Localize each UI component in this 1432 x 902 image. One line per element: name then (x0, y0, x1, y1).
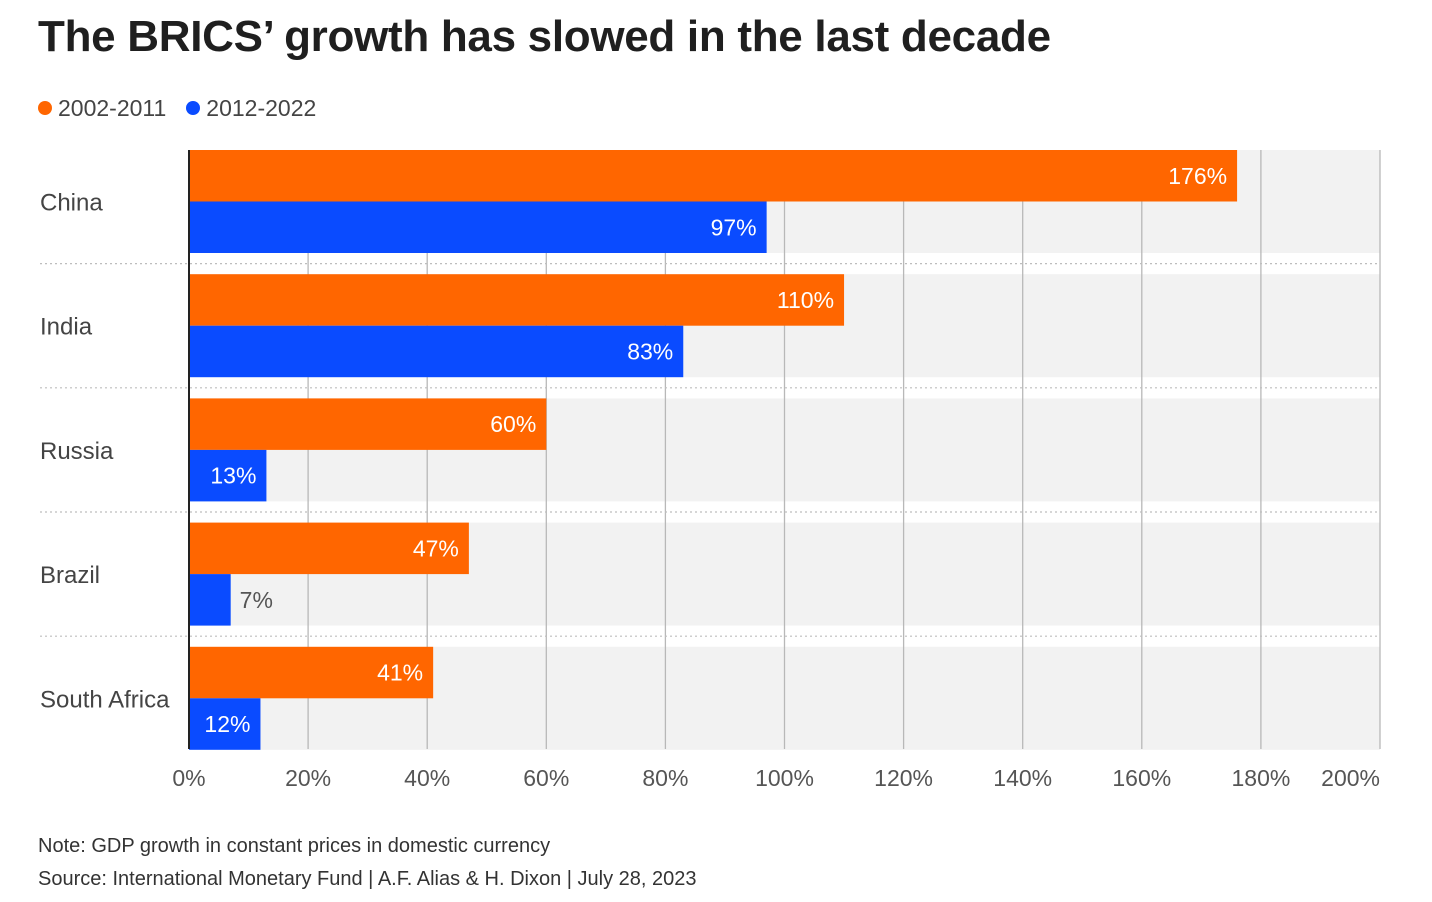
bar-south-africa-2002-2011 (189, 646, 434, 699)
data-label-india-2002-2011: 110% (777, 287, 834, 313)
bar-india-2012-2022 (189, 325, 684, 378)
data-label-china-2012-2022: 97% (711, 214, 757, 240)
x-tick-label-200: 200% (1321, 765, 1380, 791)
data-label-south-africa-2012-2022: 12% (204, 711, 250, 737)
x-tick-label-40: 40% (404, 765, 450, 791)
category-label-india: India (40, 314, 93, 341)
legend-item-2012-2022: 2012-2022 (186, 95, 316, 122)
data-label-china-2002-2011: 176% (1168, 163, 1227, 189)
chart-source: Source: International Monetary Fund | A.… (38, 868, 697, 890)
data-label-south-africa-2002-2011: 41% (377, 660, 423, 686)
bar-india-2002-2011 (189, 274, 845, 326)
x-tick-label-0: 0% (172, 765, 205, 791)
footnotes: Note: GDP growth in constant prices in d… (38, 830, 697, 896)
bar-brazil-2002-2011 (189, 522, 469, 575)
x-tick-label-140: 140% (993, 765, 1052, 791)
legend-label-2002-2011: 2002-2011 (58, 94, 167, 121)
bar-brazil-2012-2022 (189, 574, 231, 626)
bar-china-2002-2011 (189, 150, 1238, 202)
data-label-russia-2002-2011: 60% (490, 411, 536, 437)
x-tick-label-160: 160% (1112, 765, 1171, 791)
bar-russia-2002-2011 (189, 398, 547, 450)
x-tick-label-80: 80% (642, 765, 688, 791)
x-tick-label-100: 100% (755, 765, 814, 791)
legend-swatch-blue (186, 101, 201, 115)
category-label-russia: Russia (40, 438, 114, 465)
data-label-brazil-2002-2011: 47% (413, 535, 459, 561)
legend-label-2012-2022: 2012-2022 (206, 94, 317, 121)
bar-chart: China 176% 97% India 110% 83% Russia 60% 13% Braz… (40, 150, 1381, 791)
data-label-brazil-2012-2022: 7% (240, 587, 273, 613)
x-tick-label-120: 120% (874, 765, 933, 791)
category-label-south-africa: South Africa (40, 686, 170, 713)
legend: 2002-2011 2012-2022 (38, 94, 316, 122)
legend-item-2002-2011: 2002-2011 (38, 95, 166, 122)
category-label-brazil: Brazil (40, 562, 100, 589)
data-label-russia-2012-2022: 13% (210, 463, 256, 489)
category-label-china: China (40, 190, 103, 217)
x-tick-label-60: 60% (523, 765, 569, 791)
chart-note: Note: GDP growth in constant prices in d… (38, 835, 551, 857)
legend-swatch-orange (38, 101, 52, 115)
bar-south-africa-2012-2022 (189, 698, 261, 750)
bar-china-2012-2022 (189, 201, 767, 253)
x-tick-label-180: 180% (1231, 765, 1290, 791)
x-tick-label-20: 20% (285, 765, 331, 791)
bar-russia-2012-2022 (189, 449, 267, 502)
data-label-india-2012-2022: 83% (627, 338, 673, 364)
chart-title: The BRICS’ growth has slowed in the last… (38, 12, 1051, 61)
